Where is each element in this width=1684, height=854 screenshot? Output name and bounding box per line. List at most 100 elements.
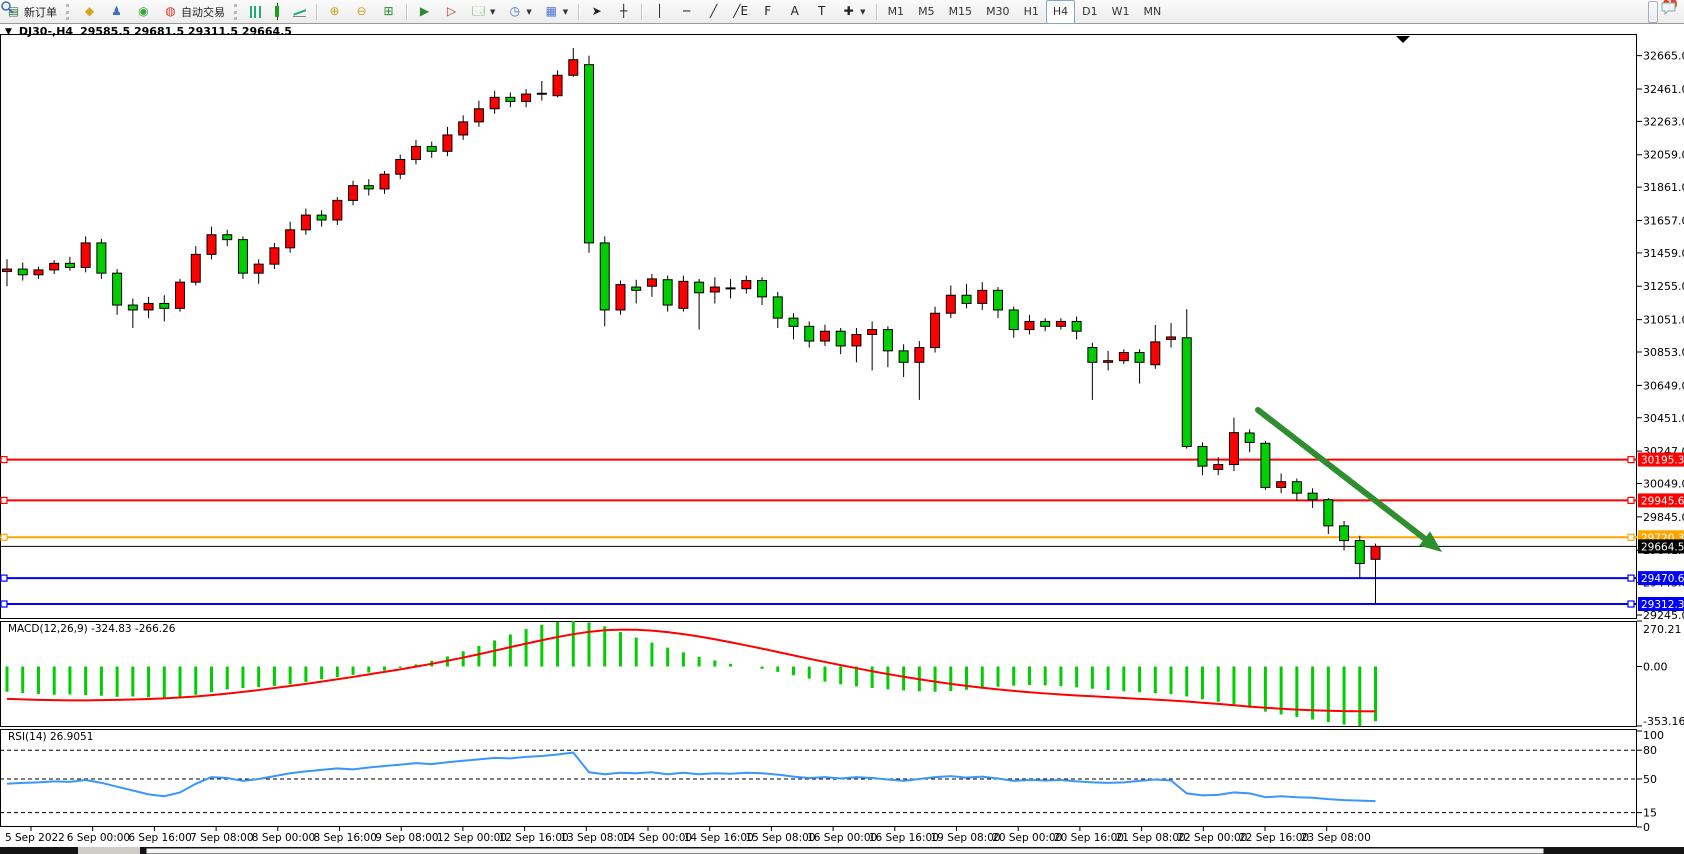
svg-text:14 Sep 00:00: 14 Sep 00:00 [622,832,692,844]
text-tool[interactable]: A [782,1,807,23]
auto-trading-label: 自动交易 [181,5,225,19]
svg-text:32665.0: 32665.0 [1643,50,1684,63]
timeframe-button-h1[interactable]: H1 [1023,5,1039,18]
timeframe-button-w1[interactable]: W1 [1111,5,1130,18]
timeframe-button-d1[interactable]: D1 [1082,5,1098,18]
svg-text:29312.3: 29312.3 [1641,599,1684,611]
bar-chart-mode-button[interactable] [245,1,266,23]
tile-windows-icon: ⊞ [383,4,394,18]
toolbar-separator [875,3,877,20]
vertical-line-tool[interactable]: │ [647,1,672,23]
fibonacci-tool[interactable]: F [755,1,780,23]
toolbar-separator [406,3,407,20]
svg-text:32059.0: 32059.0 [1643,149,1684,162]
zoom-out-icon: ⊖ [356,4,367,18]
zoom-in-icon: ⊕ [329,4,340,18]
person-icon: ♟ [111,4,122,18]
svg-text:29664.5: 29664.5 [1641,541,1684,553]
text-label-tool[interactable]: T [809,1,834,23]
arrows-tool[interactable]: ✚ ▼ [836,1,870,23]
auto-trading-icon: ◍ [165,4,176,18]
template-icon: ▦ [545,4,557,18]
trendline-tool[interactable]: ╱ [701,1,726,23]
timeframe-button-mn[interactable]: MN [1143,5,1162,18]
svg-text:15: 15 [1643,807,1657,820]
arrows-icon: ✚ [843,4,854,18]
templates-button[interactable]: ▦ ▼ [539,1,573,23]
svg-text:270.21: 270.21 [1643,623,1682,636]
svg-text:31051.0: 31051.0 [1643,314,1684,327]
timeframe-button-m5[interactable]: M5 [918,5,935,18]
svg-text:100: 100 [1643,729,1664,742]
svg-text:8 Sep 16:00: 8 Sep 16:00 [314,832,377,844]
fibonacci-icon: F [764,4,772,18]
dropdown-caret-icon: ▼ [562,7,569,16]
svg-text:6 Sep 00:00: 6 Sep 00:00 [67,832,130,844]
main-toolbar: ▤ 新订单 ◆ ♟ ◉ ◍ 自动交易 ⊕ ⊖ ⊞ ▶ ▷ 🗔 ▼ ◷ ▼ ▦ ▼ ➤ … [0,0,1684,24]
timeframe-button-m15[interactable]: M15 [948,5,973,18]
macd-signal-line [6,628,1376,713]
svg-text:31255.0: 31255.0 [1643,280,1684,293]
svg-text:30195.3: 30195.3 [1641,455,1684,467]
auto-scroll-icon: ▶ [419,4,430,18]
symbol-dropdown-icon[interactable]: ▼ [5,26,12,37]
macd-histogram [5,621,1378,726]
rsi-indicator-label: RSI(14) 26.9051 [8,731,94,743]
svg-text:0.00: 0.00 [1643,661,1668,674]
svg-text:29470.6: 29470.6 [1641,573,1684,585]
toolbar-separator [578,3,580,20]
svg-text:14 Sep 16:00: 14 Sep 16:00 [684,832,754,844]
dropdown-caret-icon: ▼ [490,7,496,16]
search-button[interactable] [1,0,1658,23]
svg-text:5 Sep 2022: 5 Sep 2022 [5,832,65,844]
accounts-button[interactable]: ♟ [104,1,129,23]
market-watch-button[interactable]: ◆ [77,1,102,23]
new-order-label: 新订单 [24,5,57,19]
timeframe-button-h4[interactable]: H4 [1045,0,1076,24]
macd-indicator-label: MACD(12,26,9) -324.83 -266.26 [8,623,176,635]
period-clock-button[interactable]: ◷ ▼ [502,1,536,23]
search-icon [1,1,14,14]
timeframe-button-m30[interactable]: M30 [986,5,1010,18]
chart-shift-button[interactable]: ▷ [439,1,464,23]
svg-text:7 Sep 08:00: 7 Sep 08:00 [190,832,253,844]
auto-trading-button[interactable]: ◍ 自动交易 [158,1,230,23]
candlesticks [2,47,1381,605]
svg-text:23 Sep 08:00: 23 Sep 08:00 [1301,832,1371,844]
svg-text:31657.0: 31657.0 [1643,214,1684,227]
svg-text:30451.0: 30451.0 [1643,412,1684,425]
toolbar-separator [641,3,643,20]
macd-panel: 270.21 0.00 -353.16 [5,620,1684,728]
bottom-window-strip [0,847,1684,854]
new-order-button[interactable]: ▤ 新订单 [1,1,62,23]
zoom-out-button[interactable]: ⊖ [349,1,374,23]
crosshair-icon: ┼ [620,4,628,18]
crosshair-tool-button[interactable]: ┼ [611,1,636,23]
candlestick-mode-button[interactable] [268,1,286,23]
channel-tool[interactable]: ╱E [728,1,753,23]
svg-text:0: 0 [1643,821,1650,834]
svg-text:30049.0: 30049.0 [1643,478,1684,491]
signals-button[interactable]: ◉ [131,1,156,23]
svg-text:13 Sep 08:00: 13 Sep 08:00 [560,832,630,844]
chat-bubble-icon [1661,2,1676,15]
new-chart-button[interactable]: 🗔 ▼ [466,1,500,23]
svg-text:20 Sep 00:00: 20 Sep 00:00 [992,832,1062,844]
svg-text:80: 80 [1643,744,1657,757]
toolbar-separator [316,3,317,20]
line-chart-mode-button[interactable] [288,1,311,23]
horizontal-line-objects [0,455,1637,608]
svg-text:16 Sep 16:00: 16 Sep 16:00 [869,832,939,844]
cursor-tool-button[interactable]: ➤ [584,1,609,23]
time-axis: 5 Sep 2022 6 Sep 00:006 Sep 16:007 Sep 08… [5,827,1371,844]
tile-windows-button[interactable]: ⊞ [376,1,401,23]
timeframe-button-m1[interactable]: M1 [887,5,905,18]
notifications-button[interactable]: 1 [1660,0,1677,23]
horizontal-line-icon: ─ [683,4,691,18]
svg-text:32263.0: 32263.0 [1643,115,1684,128]
horizontal-line-tool[interactable]: ─ [674,1,699,23]
svg-text:29245.0: 29245.0 [1643,609,1684,622]
auto-scroll-button[interactable]: ▶ [412,1,437,23]
zoom-in-button[interactable]: ⊕ [322,1,347,23]
